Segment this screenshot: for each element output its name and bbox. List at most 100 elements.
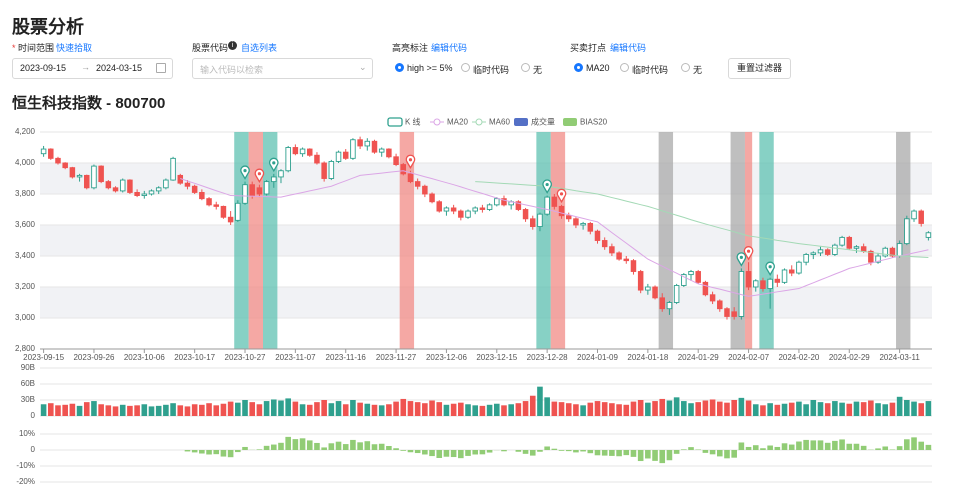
candle-body	[105, 181, 112, 189]
candle-body	[386, 148, 392, 158]
volume-bar	[702, 400, 709, 416]
x-tick-label: 2024-02-20	[778, 353, 819, 362]
volume-bar	[342, 404, 349, 416]
bias-bar	[587, 450, 594, 454]
candle-body	[429, 193, 435, 203]
candle-body	[55, 157, 61, 164]
volume-bar	[846, 403, 853, 416]
radio[interactable]	[461, 63, 470, 72]
highlight-band	[744, 132, 753, 349]
bias-bar	[752, 445, 759, 450]
candle-body	[824, 249, 831, 255]
bias-bar	[371, 444, 378, 450]
highlight-band	[536, 132, 551, 349]
volume-bar	[414, 402, 421, 416]
bias-bar	[666, 450, 673, 461]
candle-body	[127, 179, 133, 193]
bias-bar	[760, 448, 766, 450]
legend-label: K 线	[405, 117, 421, 127]
volume-bar	[134, 405, 140, 416]
volume-bar	[69, 403, 76, 416]
volume-bar	[249, 402, 256, 416]
y-tick-label: 0	[31, 445, 36, 454]
candle-body	[91, 165, 97, 189]
bias-bar	[609, 450, 615, 456]
candle-body	[875, 255, 881, 263]
candle-body	[702, 281, 709, 296]
grid-band	[40, 163, 932, 194]
radio[interactable]	[620, 63, 629, 72]
x-tick-label: 2023-11-07	[275, 353, 316, 362]
candle-body	[925, 232, 932, 238]
candle-body	[184, 182, 191, 187]
candle-body	[709, 294, 716, 302]
candle-body	[781, 269, 788, 283]
volume-bar	[314, 402, 320, 416]
x-tick-label: 2024-02-07	[728, 353, 769, 362]
volume-bar	[350, 400, 356, 416]
signal-pin	[240, 165, 250, 180]
code-select[interactable]	[192, 58, 373, 79]
bias-bar	[278, 442, 284, 450]
volume-bar	[810, 400, 817, 416]
legend-label: MA60	[489, 118, 510, 127]
bias-bar	[306, 440, 313, 450]
radio[interactable]	[395, 63, 404, 72]
volume-bar	[493, 403, 500, 416]
bias-bar	[803, 439, 809, 450]
bias-bar	[184, 450, 191, 452]
candle-body	[119, 179, 126, 192]
candle-body	[788, 269, 795, 274]
x-tick-label: 2023-11-27	[376, 353, 417, 362]
link[interactable]: 快速拾取	[56, 43, 93, 53]
reset-button[interactable]: 重置过滤器	[728, 58, 791, 79]
candle-body	[558, 205, 565, 217]
radio[interactable]	[681, 63, 690, 72]
signal-pin	[254, 168, 265, 183]
info-icon[interactable]: i	[228, 41, 237, 50]
candle-body	[810, 252, 817, 255]
bias-bar	[501, 450, 507, 452]
bias-bar	[407, 450, 414, 453]
date-range[interactable]	[12, 58, 173, 79]
bias-bar	[652, 450, 658, 461]
candle-body	[501, 198, 507, 206]
signal-pin-dot	[746, 249, 751, 253]
candle-body	[458, 210, 464, 218]
signal-pin-dot	[272, 161, 276, 165]
candle-body	[860, 246, 867, 252]
volume-bar	[400, 398, 407, 416]
bias-bar	[529, 450, 536, 456]
candle-body	[242, 184, 248, 204]
volume-bar	[270, 399, 277, 416]
volume-bar	[645, 402, 651, 416]
candle-body	[342, 151, 349, 159]
radio[interactable]	[521, 63, 530, 72]
x-tick-label: 2024-02-29	[829, 353, 870, 362]
candle-body	[256, 187, 263, 195]
bias-bar	[292, 439, 299, 450]
candle-body	[206, 198, 212, 206]
bias-bar	[659, 450, 666, 464]
link[interactable]: 自选列表	[241, 43, 278, 53]
bias-bar	[839, 439, 845, 450]
bias-bar	[256, 449, 263, 450]
volume-bar	[321, 400, 327, 416]
candle-body	[882, 247, 888, 257]
volume-bar	[299, 404, 306, 416]
bias-bar	[191, 450, 198, 453]
arrow: →	[81, 62, 90, 72]
volume-bar	[716, 401, 723, 416]
link[interactable]: 编辑代码	[431, 43, 468, 53]
candle-body	[400, 164, 407, 175]
volume-bar	[565, 403, 572, 416]
radio[interactable]	[574, 63, 583, 72]
volume-bar	[681, 401, 687, 416]
candle-body	[371, 140, 378, 153]
signal-pin-dot	[559, 192, 564, 196]
link[interactable]: 编辑代码	[610, 43, 647, 53]
volume-bar	[529, 395, 536, 416]
bias-bar	[558, 450, 565, 451]
candle-body	[134, 191, 140, 196]
legend-icon	[433, 118, 441, 126]
